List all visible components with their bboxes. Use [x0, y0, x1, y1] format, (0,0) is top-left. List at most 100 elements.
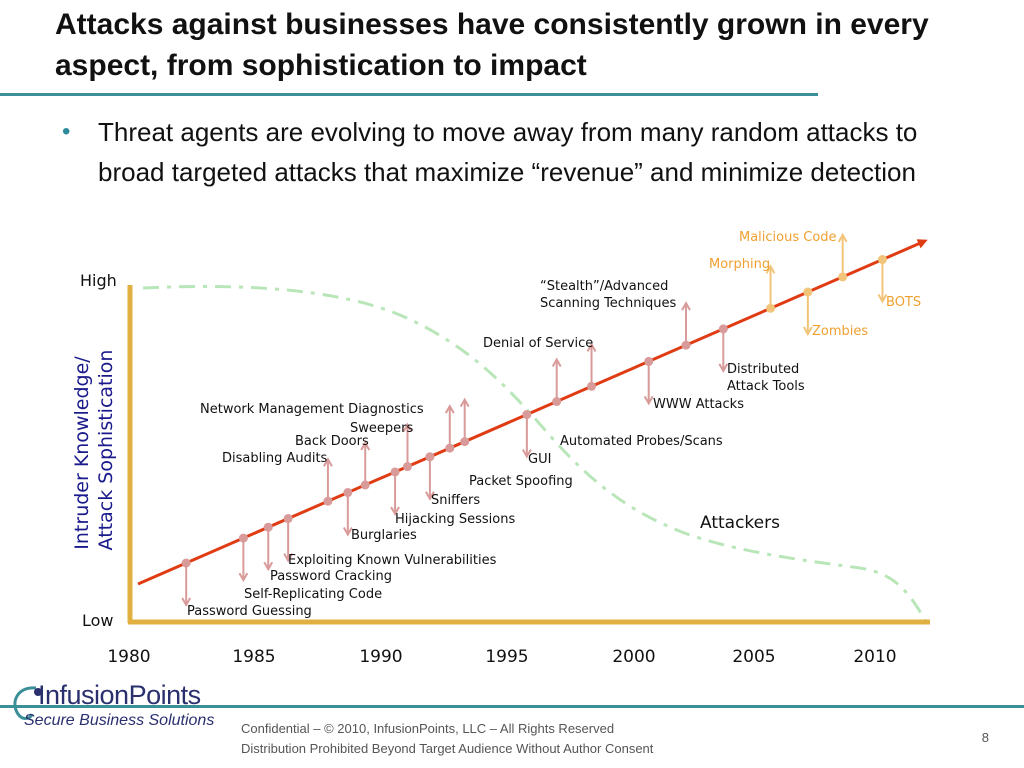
- infusionpoints-logo: InfusionPoints Secure Business Solutions: [8, 676, 238, 738]
- event-label-network-management-diagnostics: Network Management Diagnostics: [200, 402, 424, 417]
- x-tick: 2000: [612, 647, 655, 667]
- event-label-password-guessing: Password Guessing: [187, 604, 312, 619]
- event-label-packet-spoofing: Packet Spoofing: [469, 474, 573, 489]
- logo-swirl-icon: [13, 686, 42, 720]
- y-axis-label-line1: Intruder Knowledge/: [71, 356, 93, 550]
- title-divider: [0, 93, 818, 96]
- event-arrow-head: [551, 357, 562, 368]
- event-dot: [283, 514, 293, 524]
- event-label-burglaries: Burglaries: [351, 528, 417, 543]
- stealth-label-line1: “Stealth”/Advanced: [540, 279, 668, 294]
- y-low-label: Low: [82, 611, 114, 630]
- event-label-distributed-attack-tools: Distributed Attack Tools: [727, 362, 805, 394]
- event-label-bots: BOTS: [886, 295, 921, 310]
- event-arrow-head: [402, 422, 413, 433]
- event-label-self-replicating-code: Self-Replicating Code: [244, 587, 382, 602]
- event-markers: [181, 232, 888, 608]
- event-dot: [360, 480, 370, 490]
- event-dot: [238, 533, 248, 543]
- event-dot: [587, 381, 597, 391]
- event-arrow-head: [765, 264, 776, 274]
- footer-line-2: Distribution Prohibited Beyond Target Au…: [241, 741, 654, 756]
- event-dot: [718, 324, 728, 334]
- logo-name: InfusionPoints: [38, 680, 201, 710]
- y-axis-label-line2: Attack Sophistication: [95, 350, 117, 551]
- event-arrow-head: [390, 506, 400, 516]
- page-number: 8: [981, 730, 989, 745]
- event-label-sweepers: Sweepers: [350, 421, 413, 436]
- x-tick: 2010: [853, 647, 896, 667]
- y-axis-label: Intruder Knowledge/ Attack Sophisticatio…: [71, 350, 117, 551]
- event-label-exploiting-known-vulnerabilities: Exploiting Known Vulnerabilities: [288, 553, 497, 568]
- event-arrow-head: [586, 342, 597, 352]
- event-dot: [181, 558, 191, 568]
- event-dot: [425, 452, 435, 462]
- footer-text: Confidential – © 2010, InfusionPoints, L…: [241, 719, 653, 759]
- event-dot: [877, 255, 887, 265]
- event-arrow-head: [425, 491, 435, 501]
- event-dot: [263, 522, 273, 532]
- attackers-curve: [142, 285, 927, 621]
- event-label-malicious-code: Malicious Code: [739, 230, 837, 245]
- bullet-text: Threat agents are evolving to move away …: [98, 117, 918, 187]
- event-dot: [766, 303, 776, 313]
- event-arrow-head: [643, 395, 654, 406]
- event-arrow-head: [444, 404, 455, 414]
- event-label-gui: GUI: [528, 452, 551, 467]
- event-dot: [460, 437, 470, 447]
- event-labels: Password Guessing Self-Replicating Code …: [187, 230, 921, 619]
- event-dot: [323, 496, 333, 506]
- event-dot: [681, 340, 691, 350]
- x-tick: 1990: [359, 647, 402, 667]
- event-arrow-head: [521, 449, 532, 459]
- event-dot: [522, 410, 532, 420]
- event-dot: [552, 397, 562, 407]
- event-dot: [644, 356, 654, 366]
- event-arrow-head: [238, 572, 249, 583]
- event-arrow-head: [837, 232, 848, 243]
- event-label-disabling-audits: Disabling Audits: [222, 451, 328, 466]
- event-arrow-head: [181, 597, 192, 608]
- distributed-label-line1: Distributed: [727, 362, 799, 377]
- event-arrow-head: [459, 397, 470, 408]
- event-dot: [803, 287, 813, 297]
- attackers-label: Attackers: [700, 513, 780, 533]
- event-dot: [343, 488, 353, 498]
- event-label-sniffers: Sniffers: [431, 493, 480, 508]
- event-arrow-head: [802, 326, 813, 337]
- event-label-www-attacks: WWW Attacks: [653, 397, 744, 412]
- event-arrow-head: [283, 553, 294, 563]
- footer-divider-right: [232, 705, 1024, 708]
- event-arrow-head: [877, 294, 888, 304]
- event-arrow-head: [360, 440, 371, 451]
- event-arrow-head: [681, 301, 691, 311]
- event-arrow-head: [263, 561, 274, 572]
- distributed-label-line2: Attack Tools: [727, 379, 805, 394]
- event-label-back-doors: Back Doors: [295, 434, 369, 449]
- logo-tagline: Secure Business Solutions: [24, 712, 215, 729]
- event-arrow-head: [342, 527, 353, 537]
- footer-line-1: Confidential – © 2010, InfusionPoints, L…: [241, 721, 615, 736]
- x-tick: 2005: [732, 647, 775, 667]
- x-tick: 1995: [485, 647, 528, 667]
- event-label-hijacking-sessions: Hijacking Sessions: [395, 512, 515, 527]
- y-high-label: High: [80, 271, 117, 290]
- event-label-zombies: Zombies: [812, 324, 868, 339]
- stealth-label-line2: Scanning Techniques: [540, 296, 677, 311]
- x-tick: 1980: [107, 647, 150, 667]
- bullet-marker: •: [62, 118, 71, 145]
- slide-title: Attacks against businesses have consiste…: [55, 8, 929, 82]
- event-dot: [838, 272, 848, 282]
- event-label-denial-of-service: Denial of Service: [483, 336, 593, 351]
- event-arrow-head: [718, 363, 729, 373]
- event-label-stealth-advanced-scanning: “Stealth”/Advanced Scanning Techniques: [540, 279, 677, 311]
- event-dot: [403, 462, 413, 472]
- event-label-password-cracking: Password Cracking: [270, 569, 392, 584]
- event-arrow-head: [323, 457, 333, 467]
- footer-divider-left: [0, 705, 245, 708]
- event-label-morphing: Morphing: [709, 257, 770, 272]
- event-dot: [445, 443, 455, 453]
- event-label-automated-probes-scans: Automated Probes/Scans: [560, 434, 723, 449]
- x-tick: 1985: [232, 647, 275, 667]
